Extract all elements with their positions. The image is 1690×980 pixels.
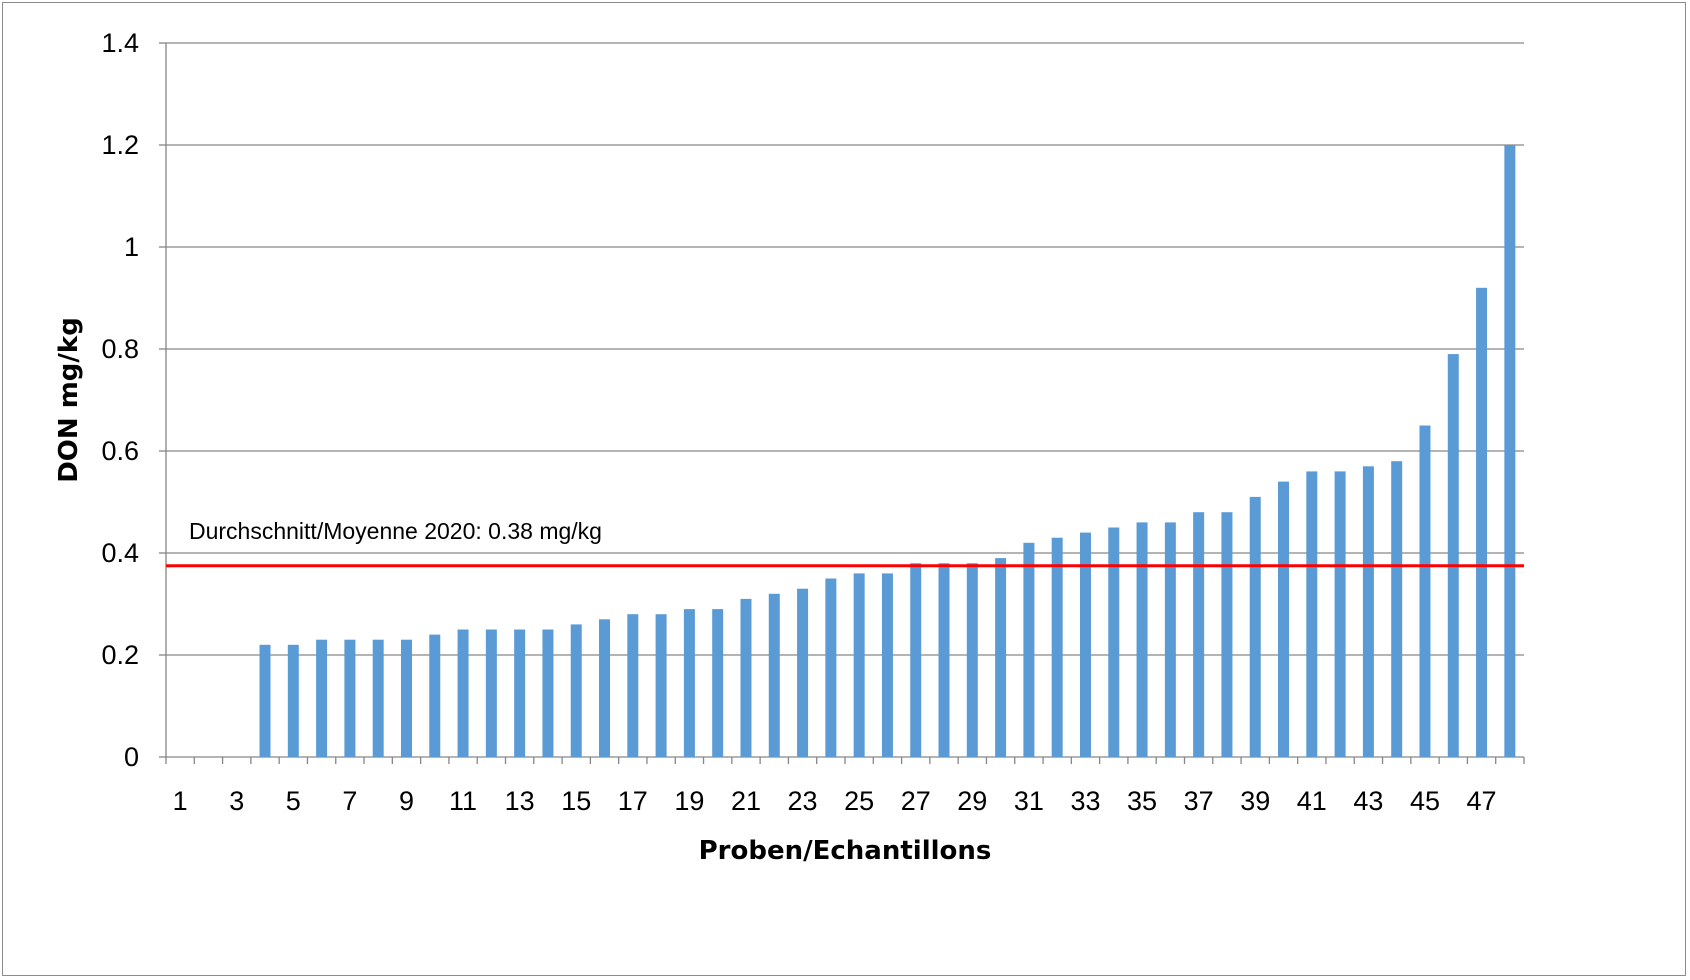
- x-tick-label: 27: [901, 786, 931, 816]
- bar: [259, 644, 271, 757]
- bar: [966, 563, 978, 757]
- x-tick-label: 29: [957, 786, 987, 816]
- bar: [1051, 537, 1063, 757]
- y-tick-label: 0.6: [101, 436, 139, 466]
- bar: [1108, 527, 1120, 757]
- bar: [1476, 287, 1488, 757]
- bar: [1362, 466, 1374, 757]
- x-tick-label: 5: [286, 786, 301, 816]
- y-tick-label: 1: [124, 232, 139, 262]
- bar: [1193, 512, 1205, 757]
- x-tick-label: 1: [173, 786, 188, 816]
- bar: [1079, 532, 1091, 757]
- x-tick-label: 25: [844, 786, 874, 816]
- bar: [1391, 461, 1403, 757]
- bar: [316, 639, 328, 757]
- axes: [159, 42, 1525, 764]
- bar: [1334, 471, 1346, 757]
- bar: [627, 614, 639, 757]
- bar: [1504, 145, 1516, 757]
- bar: [542, 629, 554, 757]
- x-tick-label: 19: [674, 786, 704, 816]
- x-tick-label: 47: [1467, 786, 1497, 816]
- y-tick-label: 0.4: [101, 538, 139, 568]
- bar: [655, 614, 667, 757]
- bar: [429, 634, 441, 757]
- bar: [825, 578, 837, 757]
- bar: [1306, 471, 1318, 757]
- bar: [768, 593, 780, 757]
- bar: [1023, 542, 1035, 757]
- gridlines: [166, 42, 1524, 656]
- bar-chart: 00.20.40.60.811.21.4 1 3 5 7 9 11 13 15 17 19 21 23…: [54, 28, 1525, 866]
- bar: [400, 639, 412, 757]
- y-tick-label: 0: [124, 742, 139, 772]
- bar: [344, 639, 356, 757]
- x-tick-label: 45: [1410, 786, 1440, 816]
- x-tick-label: 41: [1297, 786, 1327, 816]
- bar: [938, 563, 950, 757]
- x-tick-label: 21: [731, 786, 761, 816]
- x-tick-label: 13: [505, 786, 535, 816]
- bar: [881, 573, 893, 757]
- x-tick-labels: 1 3 5 7 9 11 13 15 17 19 21 23 25 27 29 31 33 35 37 39 41 43 4…: [173, 786, 1497, 816]
- x-tick-label: 9: [399, 786, 414, 816]
- bar: [570, 624, 582, 757]
- x-tick-label: 35: [1127, 786, 1157, 816]
- y-axis-title: DON mg/kg: [54, 317, 84, 483]
- bar: [910, 563, 922, 757]
- bar: [514, 629, 526, 757]
- bar: [599, 619, 611, 757]
- bar: [853, 573, 865, 757]
- bar: [712, 609, 724, 757]
- y-tick-label: 0.8: [101, 334, 139, 364]
- bar: [797, 588, 809, 757]
- x-tick-label: 39: [1240, 786, 1270, 816]
- bar: [1447, 354, 1459, 757]
- bar: [740, 598, 752, 757]
- x-tick-label: 7: [342, 786, 357, 816]
- x-tick-label: 37: [1184, 786, 1214, 816]
- x-tick-label: 15: [561, 786, 591, 816]
- x-tick-label: 23: [788, 786, 818, 816]
- x-tick-label: 17: [618, 786, 648, 816]
- y-tick-label: 1.4: [101, 28, 139, 58]
- y-tick-label: 0.2: [101, 640, 139, 670]
- bar: [485, 629, 497, 757]
- x-tick-label: 33: [1070, 786, 1100, 816]
- bar: [372, 639, 384, 757]
- x-tick-label: 3: [229, 786, 244, 816]
- y-tick-label: 1.2: [101, 130, 139, 160]
- bar: [1164, 522, 1176, 757]
- bar: [1136, 522, 1148, 757]
- x-axis-title: Proben/Echantillons: [699, 836, 992, 866]
- reference-line-label: Durchschnitt/Moyenne 2020: 0.38 mg/kg: [189, 518, 602, 544]
- x-tick-label: 31: [1014, 786, 1044, 816]
- bar: [457, 629, 469, 757]
- bar: [1249, 496, 1261, 757]
- bar: [995, 558, 1007, 757]
- bar: [1278, 481, 1290, 757]
- x-tick-label: 11: [449, 786, 477, 816]
- bar: [287, 644, 299, 757]
- bars: [259, 145, 1516, 757]
- y-tick-labels: 0 0.2 0.4 0.6 0.8 1 1.2 1.4: [101, 28, 139, 772]
- bar: [1419, 425, 1431, 757]
- x-tick-label: 43: [1353, 786, 1383, 816]
- bar: [683, 609, 695, 757]
- bar: [1221, 512, 1233, 757]
